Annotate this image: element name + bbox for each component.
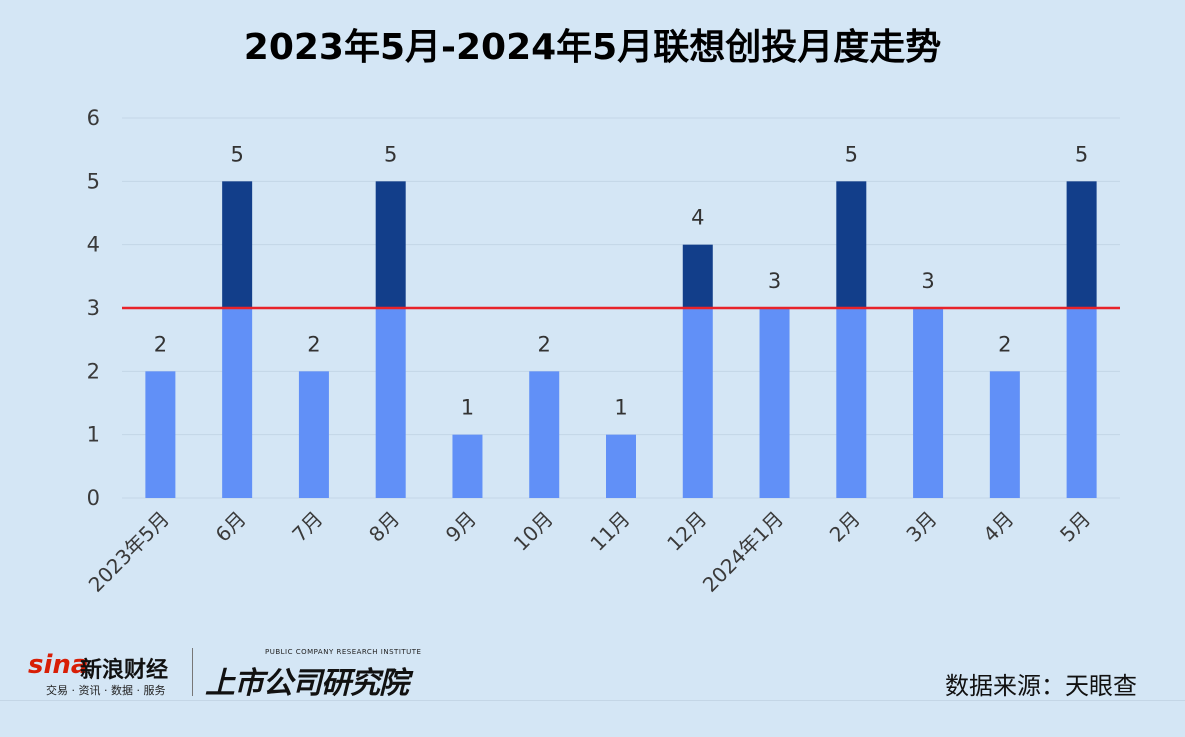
y-tick-label: 4 xyxy=(87,233,100,257)
bar-chart: 0 1 2 3 4 5 6 2 5 2 5 1 2 1 4 3 5 3 2 5 2023年5月 6月 7月 8月 9月 10月… xyxy=(84,106,1120,597)
y-tick-label: 2 xyxy=(87,359,100,383)
bar xyxy=(222,308,253,498)
y-tick-label: 5 xyxy=(87,169,100,193)
data-label: 5 xyxy=(230,142,243,166)
data-label: 3 xyxy=(921,269,934,293)
bar xyxy=(759,308,790,498)
data-source: 数据来源：天眼查 xyxy=(945,672,1137,700)
bar xyxy=(606,434,636,498)
data-label: 3 xyxy=(768,269,781,293)
data-label: 2 xyxy=(538,332,551,356)
x-tick-label: 9月 xyxy=(441,507,481,547)
data-label: 1 xyxy=(614,396,627,420)
bar xyxy=(989,371,1020,498)
bar-above-reference xyxy=(375,181,406,308)
data-label: 2 xyxy=(307,332,320,356)
x-tick-label: 7月 xyxy=(287,507,327,547)
x-tick-label: 3月 xyxy=(901,507,941,547)
x-tick-label: 12月 xyxy=(662,507,711,556)
sina-wordmark: sina xyxy=(28,650,89,680)
x-tick-label: 5月 xyxy=(1055,507,1095,547)
y-tick-label: 3 xyxy=(87,296,100,320)
y-tick-label: 1 xyxy=(87,423,100,447)
data-label: 5 xyxy=(384,142,397,166)
data-label: 5 xyxy=(845,142,858,166)
bar xyxy=(1066,308,1097,498)
bar xyxy=(682,308,713,498)
x-tick-label: 2023年5月 xyxy=(84,507,174,597)
x-tick-label: 4月 xyxy=(978,507,1018,547)
data-label: 4 xyxy=(691,206,704,230)
chart-title: 2023年5月-2024年5月联想创投月度走势 xyxy=(243,27,942,68)
bar xyxy=(452,434,483,498)
y-tick-label: 6 xyxy=(87,106,100,130)
bars xyxy=(145,181,1097,498)
sina-tagline: 交易 · 资讯 · 数据 · 服务 xyxy=(46,684,166,697)
bar xyxy=(529,371,560,498)
logo-divider xyxy=(192,648,193,696)
x-tick-label: 6月 xyxy=(211,507,251,547)
research-institute-logo: PUBLIC COMPANY RESEARCH INSTITUTE 上市公司研究… xyxy=(205,646,435,702)
x-tick-label: 11月 xyxy=(585,507,634,556)
bar xyxy=(836,308,867,498)
research-institute-cn: 上市公司研究院 xyxy=(205,666,409,701)
data-label: 2 xyxy=(154,332,167,356)
bar-above-reference xyxy=(682,244,713,308)
bar-above-reference xyxy=(1066,181,1097,308)
sina-finance-logo: sina 新浪财经 交易 · 资讯 · 数据 · 服务 xyxy=(28,650,188,700)
sina-name: 新浪财经 xyxy=(80,658,169,683)
x-tick-label: 2月 xyxy=(825,507,865,547)
data-label: 1 xyxy=(461,396,474,420)
data-label: 2 xyxy=(998,332,1011,356)
bar xyxy=(913,308,944,498)
bar xyxy=(298,371,329,498)
data-labels: 2 5 2 5 1 2 1 4 3 5 3 2 5 xyxy=(154,142,1089,419)
bar-above-reference xyxy=(836,181,867,308)
x-tick-label: 2024年1月 xyxy=(698,507,788,597)
y-axis-ticks: 0 1 2 3 4 5 6 xyxy=(87,106,100,510)
bar xyxy=(145,371,176,498)
bar-above-reference xyxy=(222,181,253,308)
x-tick-label: 8月 xyxy=(364,507,404,547)
footer: sina 新浪财经 交易 · 资讯 · 数据 · 服务 PUBLIC COMPA… xyxy=(0,636,1185,736)
bottom-strip xyxy=(0,700,1185,737)
y-tick-label: 0 xyxy=(87,486,100,510)
research-institute-en: PUBLIC COMPANY RESEARCH INSTITUTE xyxy=(265,648,422,656)
x-tick-label: 10月 xyxy=(509,507,558,556)
data-label: 5 xyxy=(1075,142,1088,166)
bar xyxy=(375,308,406,498)
